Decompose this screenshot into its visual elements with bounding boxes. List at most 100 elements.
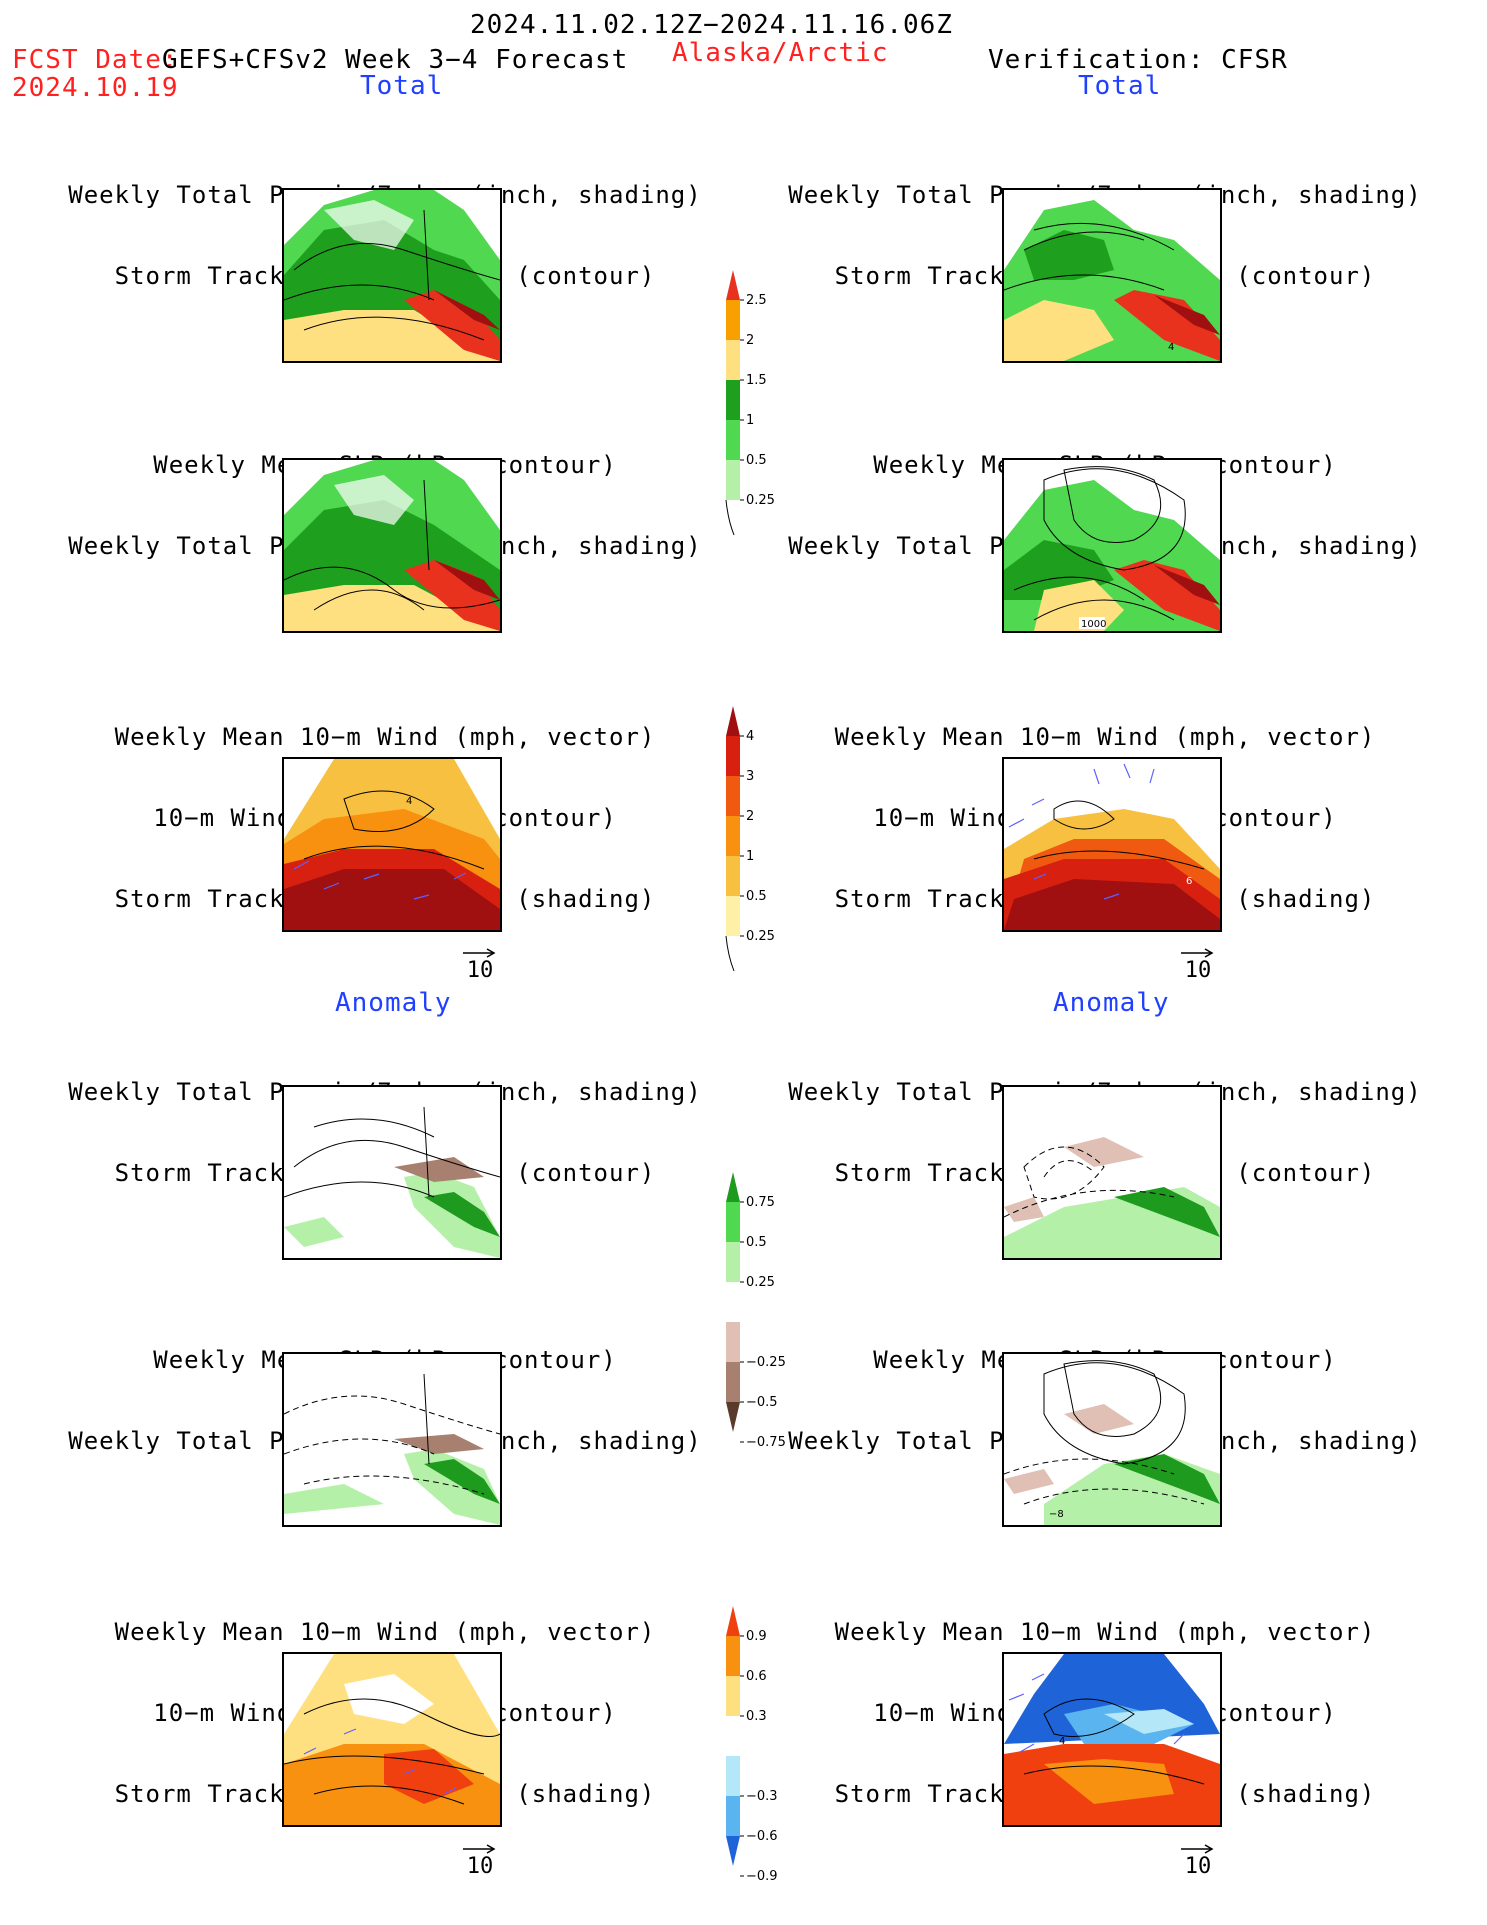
region-label: Alaska/Arctic: [672, 38, 889, 68]
colorbar-segment: [726, 380, 740, 420]
colorbar-segment: [726, 1172, 740, 1202]
colorbar-segment: [726, 1716, 740, 1756]
vector-ref-label: 10: [466, 958, 494, 983]
colorbar-label: 0.25: [746, 1275, 775, 1290]
colorbar-label: 0.5: [746, 453, 767, 468]
map-fc-total-precip: [282, 188, 502, 363]
map-ver-total-slp: 1000: [1002, 458, 1222, 633]
colorbar-label: 2: [746, 809, 754, 824]
colorbar-label: 0.25: [746, 493, 775, 508]
vector-reference-ver-total: 10: [1168, 948, 1228, 983]
fcst-date: 2024.10.19: [12, 73, 179, 103]
verification-label: Verification: CFSR: [988, 45, 1288, 75]
colorbar-segment: [726, 856, 740, 896]
colorbar-precip-total: 2.5 2 1.5 1 0.5 0.25: [724, 270, 804, 560]
colorbar-label: −0.75: [746, 1435, 786, 1450]
colorbar-segment: [726, 300, 740, 340]
map-ver-anom-precip: [1002, 1085, 1222, 1260]
colorbar-label: 1.5: [746, 373, 767, 388]
colorbar-segment: [726, 1606, 740, 1636]
colorbar-tail: [725, 499, 735, 536]
vector-ref-label: 10: [1184, 958, 1212, 983]
colorbar-segment: [726, 1282, 740, 1322]
contour-label: −8: [1049, 1509, 1064, 1520]
vector-reference-ver-anom: 10: [1168, 1844, 1228, 1879]
map-ver-anom-slp: −8: [1002, 1352, 1222, 1527]
map-fc-total-wind: 4: [282, 757, 502, 932]
colorbar-segment: [726, 270, 740, 300]
colorbar-segment: [726, 1636, 740, 1676]
colorbar-label: 0.6: [746, 1669, 767, 1684]
vector-reference-fc-anom: 10: [450, 1844, 510, 1879]
title-line: Weekly Mean 10−m Wind (mph, vector): [114, 1618, 656, 1646]
arrow-right-icon: [463, 1844, 496, 1854]
colorbar-storm-anom: 0.9 0.6 0.3 −0.3 −0.6 −0.9: [724, 1606, 804, 1896]
product-title: GEFS+CFSv2 Week 3−4 Forecast: [162, 45, 629, 75]
colorbar-graphic: 4 3 2 1 0.5 0.25: [725, 706, 775, 972]
contour-label: 4: [1059, 1736, 1065, 1747]
colorbar-label: −0.6: [746, 1829, 778, 1844]
map-ver-total-precip: 4: [1002, 188, 1222, 363]
title-line: Weekly Mean 10−m Wind (mph, vector): [834, 723, 1376, 751]
colorbar-segment: [726, 420, 740, 460]
arrow-right-icon: [1181, 1844, 1214, 1854]
colorbar-segment: [726, 1362, 740, 1402]
colorbar-label: 3: [746, 769, 754, 784]
section-total-right: Total: [1078, 71, 1162, 101]
title-line: Weekly Total Precip/7−day (inch, shading…: [788, 532, 1422, 560]
arrow-right-icon: [463, 948, 496, 958]
colorbar-segment: [726, 776, 740, 816]
colorbar-precip-anom: 0.75 0.5 0.25 −0.25 −0.5 −0.75: [724, 1172, 804, 1462]
colorbar-segment: [726, 1402, 740, 1432]
title-line: Weekly Mean 10−m Wind (mph, vector): [834, 1618, 1376, 1646]
colorbar-label: 1: [746, 413, 754, 428]
colorbar-label: −0.25: [746, 1355, 786, 1370]
colorbar-label: 0.5: [746, 1235, 767, 1250]
map-ver-total-wind: 6: [1002, 757, 1222, 932]
colorbar-label: 2: [746, 333, 754, 348]
vector-reference-fc-total: 10: [450, 948, 510, 983]
colorbar-label: 0.3: [746, 1709, 767, 1724]
colorbar-segment: [726, 1756, 740, 1796]
section-anomaly-left: Anomaly: [335, 988, 452, 1018]
colorbar-storm-total: 4 3 2 1 0.5 0.25: [724, 706, 804, 996]
section-anomaly-right: Anomaly: [1053, 988, 1170, 1018]
arrow-right-icon: [1181, 948, 1214, 958]
vector-ref-label: 10: [1184, 1854, 1212, 1879]
colorbar-tail: [725, 935, 735, 972]
colorbar-segment: [726, 1202, 740, 1242]
fcst-label: FCST Date:: [12, 45, 179, 75]
colorbar-graphic: 0.9 0.6 0.3 −0.3 −0.6 −0.9: [726, 1606, 778, 1884]
map-ver-anom-wind: 4: [1002, 1652, 1222, 1827]
colorbar-label: −0.9: [746, 1869, 778, 1884]
colorbar-segment: [726, 706, 740, 736]
colorbar-label: 0.25: [746, 929, 775, 944]
colorbar-label: 2.5: [746, 293, 767, 308]
map-fc-anom-wind: [282, 1652, 502, 1827]
colorbar-segment: [726, 460, 740, 500]
colorbar-graphic: 2.5 2 1.5 1 0.5 0.25: [725, 270, 775, 536]
map-fc-total-slp: [282, 458, 502, 633]
vector-ref-label: 10: [466, 1854, 494, 1879]
title-line: Weekly Mean 10−m Wind (mph, vector): [114, 723, 656, 751]
colorbar-label: −0.3: [746, 1789, 778, 1804]
contour-label: 4: [1168, 342, 1174, 353]
date-range: 2024.11.02.12Z−2024.11.16.06Z: [470, 10, 953, 40]
contour-label: 6: [1186, 876, 1192, 887]
section-total-left: Total: [360, 71, 444, 101]
colorbar-segment: [726, 1836, 740, 1866]
colorbar-label: 4: [746, 729, 754, 744]
colorbar-label: 0.75: [746, 1195, 775, 1210]
contour-label: 1000: [1081, 619, 1106, 630]
colorbar-segment: [726, 340, 740, 380]
map-fc-anom-slp: [282, 1352, 502, 1527]
map-fc-anom-precip: [282, 1085, 502, 1260]
colorbar-label: −0.5: [746, 1395, 778, 1410]
colorbar-graphic: 0.75 0.5 0.25 −0.25 −0.5 −0.75: [726, 1172, 786, 1450]
colorbar-segment: [726, 1242, 740, 1282]
colorbar-segment: [726, 1322, 740, 1362]
colorbar-segment: [726, 816, 740, 856]
colorbar-label: 0.5: [746, 889, 767, 904]
colorbar-label: 1: [746, 849, 754, 864]
colorbar-segment: [726, 1796, 740, 1836]
